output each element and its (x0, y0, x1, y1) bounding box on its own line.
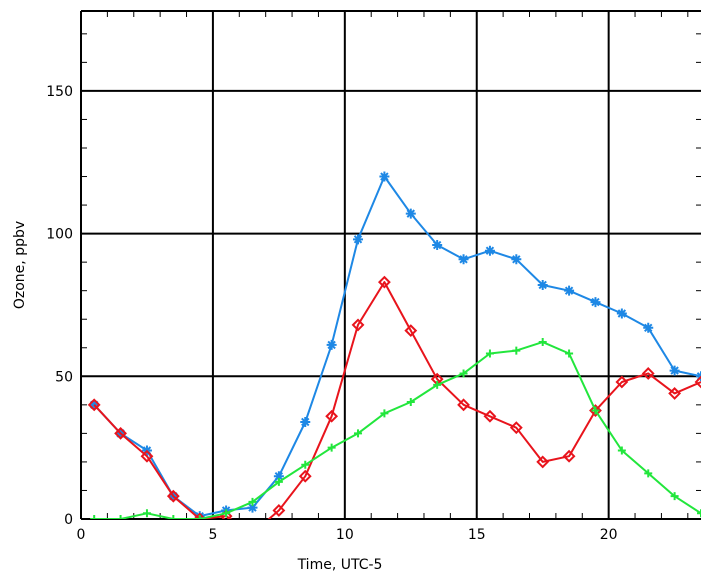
data-point (538, 338, 547, 347)
data-point (432, 240, 443, 251)
data-point (272, 504, 286, 517)
series-line (93, 175, 701, 518)
data-point (694, 375, 701, 389)
data-point (351, 318, 365, 332)
x-tick-label: 10 (336, 527, 354, 543)
data-point (537, 279, 548, 290)
x-tick-label: 15 (468, 527, 486, 543)
data-point (404, 324, 418, 338)
series-layer (87, 171, 701, 538)
data-point (406, 397, 415, 406)
data-point (668, 387, 682, 400)
data-point (591, 406, 600, 415)
data-point (301, 460, 310, 469)
data-point (326, 339, 337, 350)
data-point (641, 367, 655, 380)
data-point (169, 515, 178, 519)
axis-ticks (81, 11, 701, 519)
data-point (140, 449, 154, 463)
data-point (405, 208, 416, 219)
data-point (90, 515, 99, 519)
data-point (616, 308, 627, 319)
data-point (327, 443, 336, 452)
data-point (354, 429, 363, 438)
data-point (325, 409, 339, 423)
data-point (274, 477, 283, 486)
data-point (564, 285, 575, 296)
tick-labels: 0 5 10 15 20 0 50 100 150 (46, 84, 617, 543)
data-point (87, 398, 101, 412)
data-point (298, 469, 312, 483)
grid (81, 11, 701, 519)
data-point (433, 380, 442, 389)
data-point (536, 455, 550, 469)
data-point (617, 446, 626, 455)
series (90, 338, 701, 519)
data-point (142, 509, 151, 518)
series-line (94, 341, 701, 519)
data-point (166, 489, 180, 503)
y-axis-title: Ozone, ppbv (12, 221, 28, 309)
data-point (512, 346, 521, 355)
data-point (644, 469, 653, 478)
data-point (116, 515, 125, 519)
data-point (459, 369, 468, 378)
x-tick-label: 0 (77, 527, 86, 543)
data-point (562, 449, 576, 463)
series-line (93, 281, 701, 519)
data-point (643, 322, 654, 333)
data-point (114, 426, 127, 440)
data-point (247, 502, 258, 513)
x-tick-label: 20 (600, 527, 618, 543)
data-point (377, 275, 391, 289)
data-point (248, 497, 257, 506)
data-point (300, 416, 311, 427)
data-point (589, 404, 602, 417)
data-point (511, 254, 522, 265)
y-tick-label: 50 (55, 369, 73, 385)
data-point (615, 375, 629, 389)
data-point (483, 409, 497, 423)
data-point (379, 171, 390, 182)
data-point (509, 421, 523, 435)
data-point (353, 234, 364, 245)
x-axis-title: Time, UTC-5 (297, 557, 383, 573)
data-point (457, 398, 470, 412)
data-point (565, 349, 574, 358)
data-point (670, 492, 679, 501)
y-tick-label: 150 (46, 84, 73, 100)
data-point (195, 515, 204, 519)
data-point (458, 254, 469, 265)
data-point (669, 365, 680, 376)
data-point (484, 245, 495, 256)
y-tick-label: 0 (64, 512, 73, 528)
x-tick-label: 5 (208, 527, 217, 543)
data-point (247, 528, 257, 538)
data-point (222, 509, 231, 518)
data-point (697, 509, 701, 518)
data-point (590, 297, 601, 308)
data-point (485, 349, 494, 358)
y-tick-label: 100 (46, 227, 73, 243)
data-point (273, 471, 284, 482)
data-point (380, 409, 389, 418)
